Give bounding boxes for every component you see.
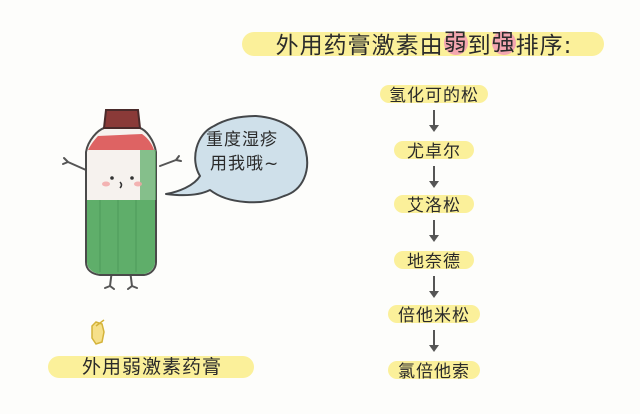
title-strong-marker: 强 [491, 30, 516, 56]
flow-item-4: 地奈德 [364, 246, 504, 272]
flow-item-label: 氢化可的松 [389, 85, 479, 106]
flow-item-highlight [394, 141, 474, 159]
flow-item-label: 倍他米松 [398, 305, 470, 326]
title-prefix: 外用药膏激素由 [275, 33, 444, 59]
flow-item-label: 尤卓尔 [407, 141, 461, 162]
flow-item-label: 艾洛松 [407, 195, 461, 216]
title-mid: 到 [467, 33, 492, 59]
title-weak-marker: 弱 [443, 30, 468, 56]
flow-item-highlight [380, 85, 488, 103]
speech-bubble-text: 重度湿疹 用我哦~ [206, 128, 302, 176]
page-title: 外用药膏激素由 弱 到 强 排序: [246, 26, 602, 60]
flow-item-3: 艾洛松 [364, 190, 504, 216]
speech-bubble-line-2: 用我哦~ [210, 154, 280, 174]
flow-item-2: 尤卓尔 [364, 136, 504, 162]
title-highlight [242, 32, 604, 56]
flow-arrow-2 [429, 166, 439, 188]
flow-item-highlight [394, 251, 474, 269]
flow-item-6: 氯倍他索 [364, 356, 504, 382]
flow-item-label: 地奈德 [407, 251, 461, 272]
caption: 外用弱激素药膏 [81, 355, 222, 378]
flow-arrow-1 [429, 110, 439, 132]
flow-item-highlight [388, 361, 480, 379]
speech-bubble-line-1: 重度湿疹 [206, 130, 278, 150]
flow-item-label: 氯倍他索 [398, 361, 470, 382]
caption-highlight [48, 356, 254, 378]
flow-item-highlight [394, 195, 474, 213]
flow-item-5: 倍他米松 [364, 300, 504, 326]
title-suffix: 排序: [515, 33, 573, 59]
flow-arrow-5 [429, 330, 439, 352]
flow-arrow-4 [429, 276, 439, 298]
flow-item-highlight [388, 305, 480, 323]
flow-item-1: 氢化可的松 [364, 80, 504, 106]
flow-arrow-3 [429, 220, 439, 242]
